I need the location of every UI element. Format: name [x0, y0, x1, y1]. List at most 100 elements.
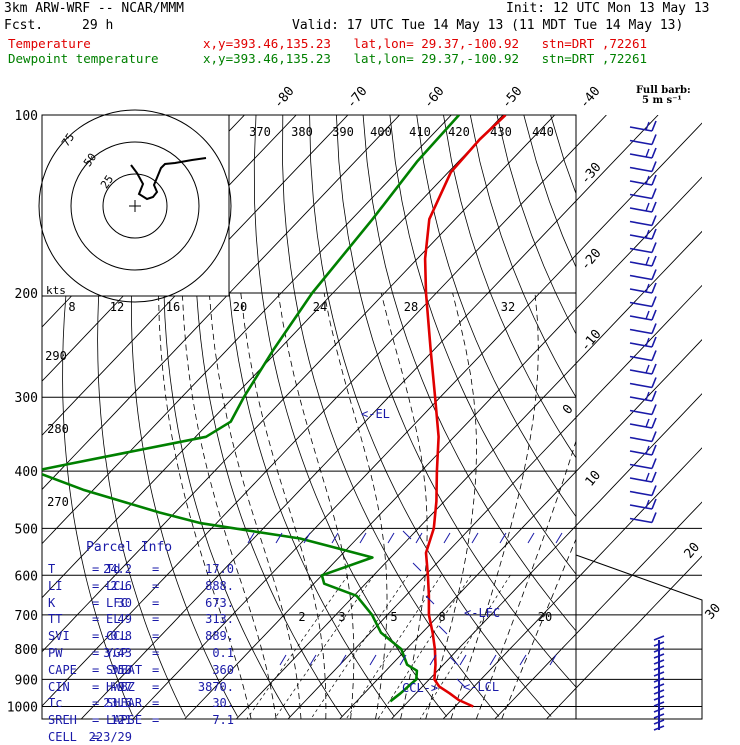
wind-barb-staff [630, 370, 652, 374]
wind-barb-flag [652, 243, 656, 253]
parcel-info-k1: K [48, 596, 55, 611]
wind-barb-staff [630, 316, 652, 320]
lcl-marker: <-LCL [463, 680, 499, 694]
parcel-info-v2: 360 [174, 663, 234, 678]
parcel-info-k2: LCL [106, 579, 128, 594]
wind-barb-flag [652, 351, 656, 361]
parcel-info-eq: = [92, 713, 99, 728]
parcel-info-k1: T [48, 562, 55, 577]
wind-barb-flag [652, 175, 656, 185]
parcel-info-v1: 49 [72, 612, 132, 627]
wind-barb-staff [630, 276, 652, 280]
wind-barb-staff [630, 505, 652, 509]
parcel-info-v2: 7.1 [174, 713, 234, 728]
theta-tick-label: 430 [490, 125, 512, 139]
isotherm-line [288, 115, 740, 719]
wind-barb-staff [630, 519, 652, 523]
moist-adiabat-line [451, 293, 539, 719]
parcel-info-eq: = [92, 646, 99, 661]
parcel-tick [439, 626, 447, 634]
wind-barb-flag [652, 432, 656, 442]
parcel-info-v1: 223/29 [72, 730, 132, 745]
wind-barb-flag [652, 310, 656, 320]
wind-barb-flag [652, 459, 656, 469]
mixing-ratio-line [247, 575, 348, 719]
mixing-ratio-label: 5 [390, 610, 397, 624]
parcel-info-eq: = [92, 612, 99, 627]
parcel-info-eq: = [152, 663, 159, 678]
wind-barb-flag [652, 364, 656, 374]
parcel-info-k1: CIN [48, 680, 70, 695]
mixing-ratio-label: 3 [338, 610, 345, 624]
mixing-ratio-label: 20 [538, 610, 552, 624]
lower-extension-frame [576, 537, 702, 719]
parcel-info-k1: SVI [48, 629, 70, 644]
wind-barb-flag [652, 189, 656, 199]
wind-barb-flag [652, 121, 656, 131]
wind-barb-staff [630, 451, 652, 455]
wind-barb-staff [630, 303, 652, 307]
speed-scale-label: 24 [313, 300, 327, 314]
isotherm-line [495, 115, 740, 719]
parcel-info-k2: Td [106, 562, 120, 577]
wind-barb-staff [630, 262, 652, 266]
wind-barb-staff [630, 330, 652, 334]
parcel-info-eq: = [92, 596, 99, 611]
wind-barb-flag [652, 283, 656, 293]
pressure-tick-label: 500 [15, 522, 38, 537]
parcel-info-v2: 889. [174, 629, 234, 644]
dry-adiabat-line [604, 115, 740, 717]
isotherm-line [443, 115, 740, 719]
cin-hatch-mark [490, 655, 496, 665]
wind-barb-staff [630, 289, 652, 293]
isotherm-tick-label: 10 [583, 468, 605, 490]
parcel-info-v2: 673. [174, 596, 234, 611]
hodograph-units-label: kts [46, 284, 66, 297]
dry-adiabat-line [685, 115, 740, 717]
dry-adiabat-line [283, 115, 500, 717]
isotherm-tick-label: -30 [578, 160, 605, 188]
pressure-tick-label: 400 [15, 465, 38, 480]
wind-barb-flag [652, 378, 656, 388]
wind-barb-flag [652, 513, 656, 523]
dry-adiabat-line [524, 115, 740, 717]
speed-scale-label: 28 [404, 300, 418, 314]
theta-tick-label: 290 [45, 349, 67, 363]
parcel-info-eq: = [152, 629, 159, 644]
wind-barb-flag [646, 149, 649, 157]
wind-barb-flag [646, 419, 649, 427]
ccl-marker: CCL-> [402, 681, 438, 695]
wind-barb-staff [654, 636, 664, 640]
isotherm-tick-label: -80 [271, 84, 298, 112]
parcel-info-k2: LAPSE [106, 713, 142, 728]
parcel-info-eq: = [152, 696, 159, 711]
parcel-info-v2: 0.1 [174, 646, 234, 661]
speed-scale-label: 12 [110, 300, 124, 314]
parcel-info-eq: = [152, 680, 159, 695]
wind-barb-staff [630, 384, 652, 388]
parcel-info-k2: SHEAR [106, 696, 142, 711]
isotherm-line [236, 115, 740, 719]
parcel-info-eq: = [92, 629, 99, 644]
parcel-info-k2: LFC [106, 596, 128, 611]
parcel-info-eq: = [92, 562, 99, 577]
isotherm-tick-label: -10 [578, 327, 605, 355]
parcel-info-eq: = [152, 612, 159, 627]
parcel-tick [403, 531, 411, 539]
dry-adiabat-line [470, 115, 740, 717]
cin-hatch-mark [340, 655, 346, 665]
isotherm-tick-label: -70 [344, 84, 371, 112]
parcel-info-eq: = [152, 596, 159, 611]
pressure-tick-label: 1000 [7, 700, 38, 715]
mixing-ratio-label: 2 [298, 610, 305, 624]
cin-hatch-mark [460, 655, 466, 665]
parcel-info-k2: SWEAT [106, 663, 142, 678]
theta-tick-label: 270 [47, 495, 69, 509]
parcel-info-eq: = [152, 713, 159, 728]
cape-hatch-mark [416, 533, 422, 543]
pressure-tick-label: 600 [15, 569, 38, 584]
wind-barb-staff [630, 411, 652, 415]
cape-hatch-mark [444, 533, 450, 543]
wind-barb-staff [630, 397, 652, 401]
parcel-info-k1: Tc [48, 696, 62, 711]
